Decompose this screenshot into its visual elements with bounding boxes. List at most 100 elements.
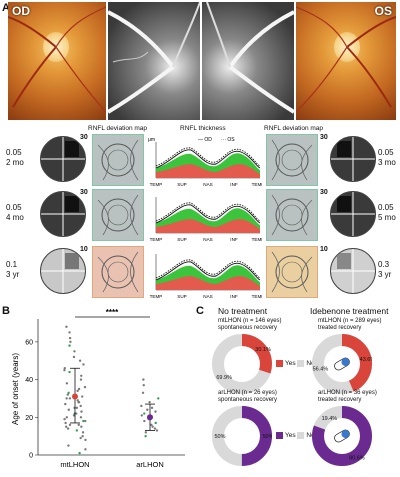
fundus-photo-od: OD — [8, 2, 106, 120]
mtlhon-point — [65, 325, 68, 328]
thickness-xtick: TEMP — [150, 182, 163, 187]
mtlhon-point — [79, 416, 83, 419]
donut-group-desc: treated recovery — [318, 325, 362, 331]
visual-field-left — [40, 248, 86, 294]
arlhon-point — [140, 414, 143, 417]
vessels-od — [8, 6, 106, 113]
mtlhon-point — [79, 436, 82, 440]
mtlhon-point — [78, 359, 82, 362]
mtlhon-point — [66, 393, 70, 396]
thickness-unit: μm — [148, 137, 155, 143]
mtlhon-point — [84, 448, 87, 451]
x-category-label: arLHON — [136, 460, 164, 469]
mtlhon-point — [67, 391, 70, 394]
panel-a-letter: A — [2, 2, 10, 14]
thickness-xtick: NAS — [203, 182, 212, 187]
left-scale: 30 — [80, 189, 88, 196]
right-scale: 10 — [320, 246, 328, 253]
donut-group-title: arLHON (n = 36 eyes) — [318, 390, 377, 396]
mtlhon-point — [84, 438, 87, 442]
left-acuity: 0.1 — [6, 260, 18, 269]
arlhon-point — [142, 384, 145, 387]
arlhon-point — [142, 378, 145, 381]
right-time: 3 yr — [378, 270, 392, 279]
left-time: 3 yr — [6, 270, 20, 279]
rnfl-thickness-plot: μm — OD ··· OS TEMP SUP NAS INF TEMP — [146, 134, 264, 188]
mtlhon-point — [63, 367, 66, 370]
donut-yes-slice — [212, 406, 272, 466]
legend-no-swatch — [297, 360, 305, 367]
y-axis-label: Age of onset (years) — [11, 353, 20, 425]
y-tick-label: 0 — [29, 453, 33, 460]
mtlhon-point — [66, 427, 70, 430]
rnfl-deviation-thumb-right — [266, 189, 318, 241]
legend-no-label: No — [306, 432, 315, 440]
thickness-xtick: SUP — [177, 294, 186, 299]
mtlhon-point — [65, 382, 69, 385]
header-rnfl-deviation-left: RNFL deviation map — [88, 125, 148, 132]
arlhon-point — [153, 427, 157, 430]
donut-group-title: arLHON (n = 26 eyes) — [218, 390, 277, 396]
mtlhon-point — [63, 417, 66, 421]
mtlhon-point — [81, 434, 84, 438]
donut-yes-label: 30.1% — [255, 347, 271, 353]
mtlhon-point — [80, 425, 83, 428]
rnfl-deviation-thumb-right — [266, 134, 318, 186]
rnfl-thickness-chart: TEMP SUP NAS INF TEMP — [150, 254, 264, 299]
right-scale: 30 — [320, 189, 328, 196]
arlhon-point — [140, 404, 143, 408]
angiogram-vessels-os — [206, 2, 294, 114]
mtlhon-point — [82, 419, 85, 423]
arlhon-point — [150, 406, 154, 410]
donut-legend: Yes No — [276, 360, 315, 367]
y-tick-label: 60 — [25, 339, 33, 346]
mtlhon-point — [69, 340, 72, 344]
panel-c-letter: C — [196, 305, 204, 317]
panel-b-letter: B — [2, 305, 10, 317]
donut-chart: 30.1% 69.9% — [212, 334, 272, 394]
x-category-label: mtLHON — [60, 460, 89, 469]
mtlhon-point — [73, 350, 76, 353]
arlhon-point — [150, 423, 153, 427]
mtlhon-point — [67, 408, 70, 411]
donut-group-title: mtLHON (n = 289 eyes) — [318, 318, 382, 324]
arlhon-point — [143, 419, 146, 423]
mtlhon-point — [68, 344, 71, 347]
legend-no-swatch — [297, 432, 305, 439]
mtlhon-point — [80, 410, 83, 413]
thickness-xtick: INF — [230, 182, 238, 187]
thickness-xtick: INF — [230, 237, 238, 242]
mean-marker — [147, 414, 153, 421]
mtlhon-point — [68, 336, 72, 340]
arlhon-point — [141, 391, 145, 394]
arlhon-point — [154, 421, 157, 425]
rnfl-deviation-thumb-left — [92, 134, 144, 186]
thickness-xtick: NAS — [203, 237, 212, 242]
arlhon-point — [157, 397, 160, 400]
age-onset-scatter-chart: 0 20 40 60 Age of onset (years) **** mtLHON arL… — [11, 308, 185, 469]
thickness-xtick: NAS — [203, 294, 212, 299]
donut-group-title: mtLHON (n = 146 eyes) — [218, 318, 282, 324]
donut-legend: Yes No — [276, 432, 315, 439]
donut-group-desc: spontaneous recovery — [218, 397, 278, 403]
right-scale: 30 — [320, 134, 328, 141]
legend-od: — OD — [198, 137, 212, 143]
donut-group-desc: treated recovery — [318, 397, 362, 403]
mtlhon-point — [76, 399, 79, 402]
mtlhon-point — [72, 414, 76, 417]
right-acuity: 0.05 — [378, 148, 394, 157]
donut-no-label: 69.9% — [216, 375, 232, 381]
angiogram-od — [108, 2, 200, 120]
visual-field-left — [40, 136, 86, 182]
mtlhon-point — [64, 421, 67, 425]
thickness-xtick: TEMP — [252, 182, 262, 187]
header-rnfl-thickness: RNFL thickness — [180, 125, 226, 132]
arlhon-point — [151, 425, 154, 428]
donut-no-label: 19.4% — [322, 416, 338, 422]
mtlhon-point — [84, 419, 87, 423]
vessels-os — [296, 6, 396, 113]
angiogram-os — [202, 2, 294, 120]
mtlhon-point — [75, 406, 79, 410]
legend-yes-label: Yes — [285, 360, 298, 368]
mtlhon-point — [79, 404, 82, 408]
